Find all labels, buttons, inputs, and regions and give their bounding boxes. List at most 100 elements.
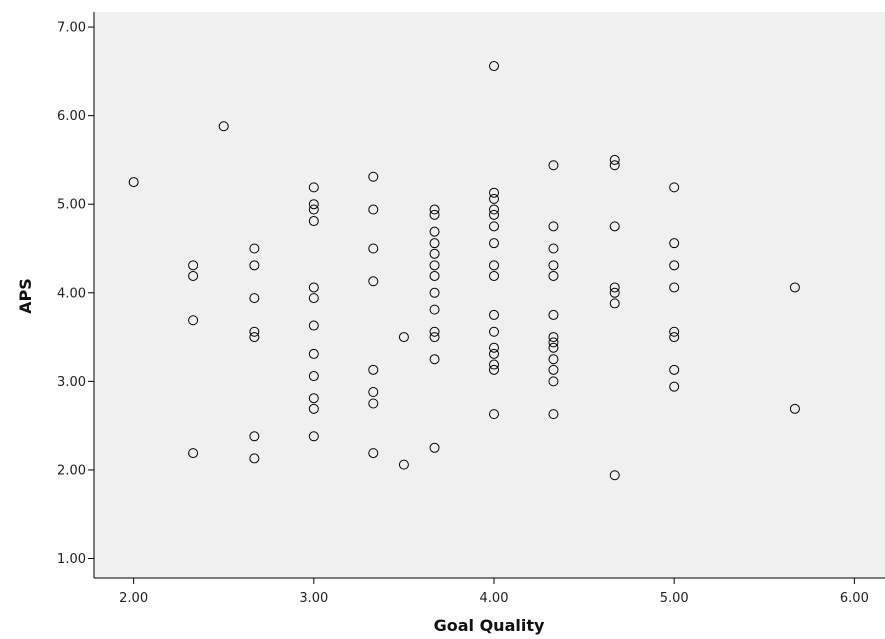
y-tick-label: 2.00	[57, 463, 86, 478]
y-tick-label: 6.00	[57, 109, 86, 124]
data-point	[128, 177, 139, 188]
data-point	[398, 459, 409, 470]
y-tick-label: 4.00	[57, 286, 86, 301]
data-point	[669, 364, 680, 375]
x-tick-label: 6.00	[840, 591, 869, 606]
data-point	[308, 216, 319, 227]
data-point	[669, 326, 680, 337]
data-point	[429, 204, 440, 215]
data-point	[368, 398, 379, 409]
data-point	[368, 243, 379, 254]
data-point	[489, 326, 500, 337]
data-points	[128, 61, 800, 481]
data-point	[308, 293, 319, 304]
data-point	[609, 470, 620, 481]
x-tick-label: 4.00	[480, 591, 509, 606]
data-point	[548, 409, 559, 420]
data-point	[429, 248, 440, 259]
data-point	[489, 342, 500, 353]
data-point	[489, 409, 500, 420]
data-point	[489, 359, 500, 370]
data-point	[489, 204, 500, 215]
data-point	[789, 403, 800, 414]
data-point	[609, 160, 620, 171]
data-point	[188, 315, 199, 326]
data-point	[489, 270, 500, 281]
data-point	[489, 309, 500, 320]
data-point	[609, 298, 620, 309]
y-tick-label: 7.00	[57, 21, 86, 36]
data-point	[429, 332, 440, 343]
data-point	[429, 304, 440, 315]
data-point	[548, 332, 559, 343]
data-point	[218, 121, 229, 132]
data-point	[489, 187, 500, 198]
x-tick-label: 3.00	[299, 591, 328, 606]
data-point	[368, 386, 379, 397]
data-point	[669, 381, 680, 392]
data-point	[249, 431, 260, 442]
data-point	[789, 282, 800, 293]
data-point	[669, 282, 680, 293]
data-point	[669, 332, 680, 343]
data-point	[489, 193, 500, 204]
y-axis-title: APS	[16, 278, 35, 314]
data-point	[548, 364, 559, 375]
x-axis-ticks: 2.00 3.00 4.00 5.00 6.00	[119, 578, 869, 606]
data-point	[249, 332, 260, 343]
data-point	[609, 154, 620, 165]
data-point	[489, 238, 500, 249]
data-point	[308, 320, 319, 331]
data-point	[548, 243, 559, 254]
data-point	[308, 199, 319, 210]
data-point	[308, 431, 319, 442]
data-point	[489, 209, 500, 220]
data-point	[368, 276, 379, 287]
data-point	[308, 282, 319, 293]
data-point	[368, 171, 379, 182]
data-point	[308, 182, 319, 193]
data-point	[548, 260, 559, 271]
data-point	[548, 309, 559, 320]
data-point	[368, 204, 379, 215]
data-point	[548, 354, 559, 365]
data-point	[398, 332, 409, 343]
data-point	[429, 238, 440, 249]
data-point	[308, 204, 319, 215]
y-tick-label: 3.00	[57, 375, 86, 390]
data-point	[429, 260, 440, 271]
x-axis-title: Goal Quality	[434, 616, 545, 635]
data-point	[188, 260, 199, 271]
data-point	[249, 453, 260, 464]
plot-area	[94, 12, 885, 578]
data-point	[548, 342, 559, 353]
data-point	[429, 326, 440, 337]
data-point	[429, 442, 440, 453]
data-point	[188, 270, 199, 281]
data-point	[548, 160, 559, 171]
data-point	[308, 371, 319, 382]
data-point	[669, 182, 680, 193]
data-point	[188, 448, 199, 459]
data-point	[489, 221, 500, 232]
data-point	[429, 226, 440, 237]
data-point	[368, 448, 379, 459]
data-point	[669, 260, 680, 271]
data-point	[489, 348, 500, 359]
data-point	[609, 221, 620, 232]
data-point	[548, 376, 559, 387]
data-point	[548, 221, 559, 232]
data-point	[368, 364, 379, 375]
data-point	[249, 243, 260, 254]
data-point	[308, 403, 319, 414]
data-point	[249, 293, 260, 304]
data-point	[548, 270, 559, 281]
data-point	[249, 326, 260, 337]
data-point	[548, 337, 559, 348]
y-tick-label: 1.00	[57, 552, 86, 567]
data-point	[609, 282, 620, 293]
y-tick-label: 5.00	[57, 198, 86, 213]
data-point	[249, 260, 260, 271]
data-point	[308, 348, 319, 359]
